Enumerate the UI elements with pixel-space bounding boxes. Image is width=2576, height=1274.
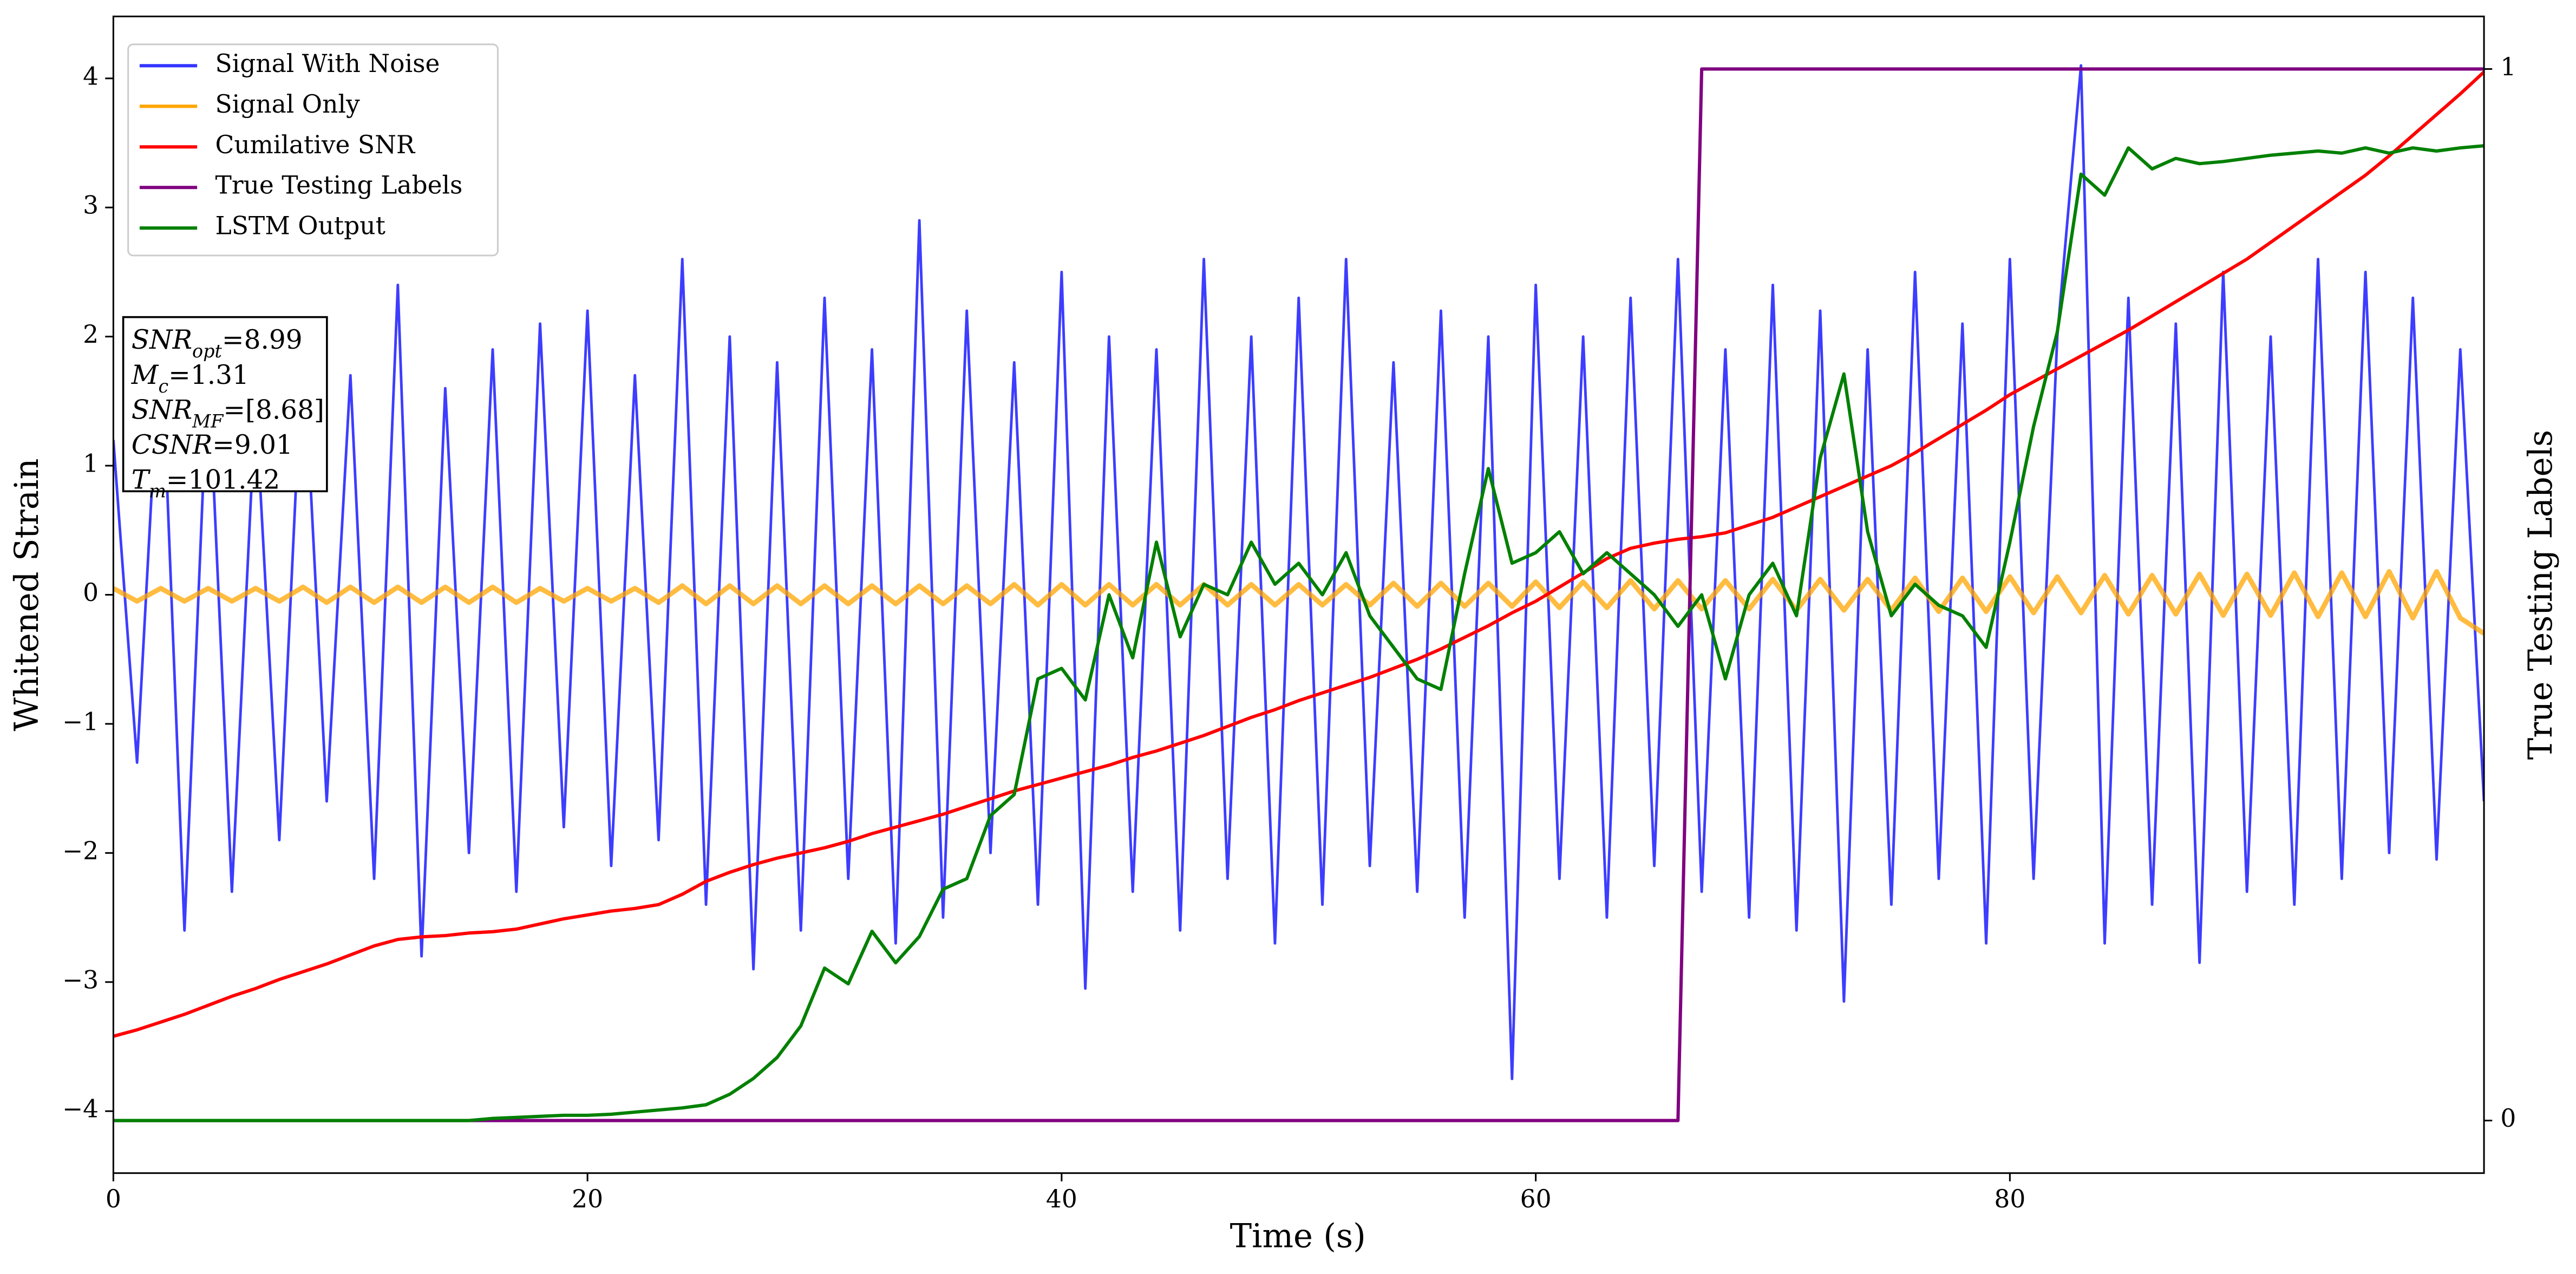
annotation-line: Tm=101.42 [132,465,280,501]
y-tick-label: 0 [83,578,99,607]
annotation-value: =101.42 [166,465,280,495]
annotation: SNRopt=8.99Mc=1.31SNRMF=[8.68]CSNR=9.01T… [122,316,328,501]
y2-tick-label: 0 [2500,1104,2516,1133]
annotation-symbol: CSNR [132,430,212,460]
annotation-symbol: SNR [132,325,192,355]
annotation-value: =[8.68] [223,395,324,425]
legend-label: Signal Only [215,90,360,119]
legend-label: LSTM Output [215,212,385,240]
series-line [113,64,2485,1081]
series-line [113,67,2485,1122]
x-tick-label: 0 [106,1185,121,1213]
annotation-subscript: c [158,375,168,396]
annotation-symbol: SNR [132,395,192,425]
x-tick-label: 40 [1046,1185,1077,1213]
legend-label: True Testing Labels [215,171,463,200]
annotation-value: =8.99 [222,325,303,355]
series-line [113,70,2485,1038]
legend: Signal With Noise Signal Only Cumilative S… [127,43,499,257]
annotation-frame [122,316,328,493]
y-tick-label: −3 [62,965,99,994]
y2-tick-label: 1 [2500,53,2516,81]
y-tick-label: −4 [62,1095,99,1123]
annotation-value: =9.01 [212,430,293,460]
legend-frame [127,43,499,257]
y2-axis-label: True Testing Labels [2522,430,2560,760]
annotation-subscript: MF [192,410,224,432]
annotation-subscript: opt [192,341,222,362]
annotation-value: =1.31 [168,360,249,390]
x-tick-label: 60 [1520,1185,1552,1213]
annotation-line: Mc=1.31 [131,360,249,396]
series-line [113,144,2485,1122]
annotation-line: CSNR=9.01 [132,430,293,460]
annotation-line: SNRMF=[8.68] [132,395,324,432]
annotation-symbol: M [131,360,159,390]
x-axis-label: Time (s) [1230,1218,1366,1256]
y-tick-label: 1 [83,449,99,478]
y-tick-label: −1 [62,707,99,736]
legend-label: Signal With Noise [215,49,440,78]
annotation-symbol: T [132,465,151,495]
annotation-subscript: m [149,480,166,501]
y-tick-label: 3 [83,191,99,220]
legend-label: Cumilative SNR [215,130,416,159]
annotation-line: SNRopt=8.99 [132,325,303,362]
x-tick-label: 20 [572,1185,603,1213]
y-tick-label: −2 [62,837,99,865]
y-tick-label: 2 [83,320,99,349]
x-tick-label: 80 [1994,1185,2025,1213]
series-line [113,569,2485,636]
y-tick-label: 4 [83,62,99,90]
y-axis-label: Whitened Strain [8,459,46,731]
